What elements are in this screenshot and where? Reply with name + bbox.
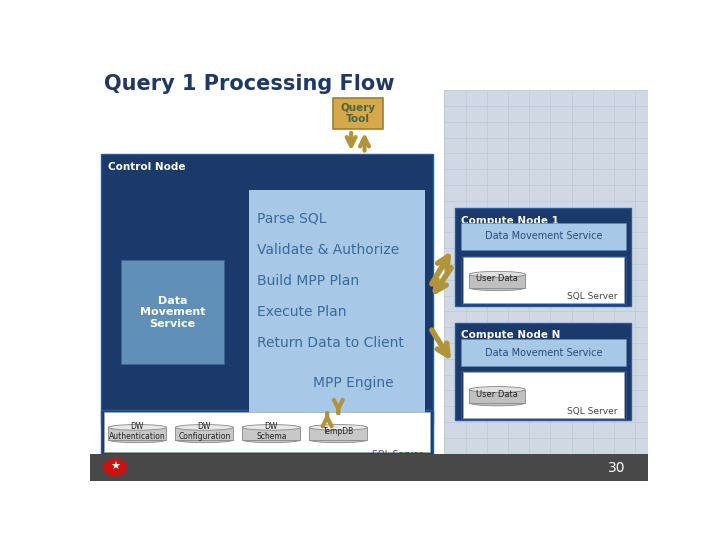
Text: Compute Node N: Compute Node N <box>461 330 560 340</box>
Ellipse shape <box>243 424 300 430</box>
FancyBboxPatch shape <box>461 339 626 366</box>
FancyBboxPatch shape <box>310 427 367 440</box>
FancyBboxPatch shape <box>469 274 526 288</box>
FancyBboxPatch shape <box>463 373 624 418</box>
FancyBboxPatch shape <box>463 258 624 302</box>
FancyBboxPatch shape <box>101 410 433 454</box>
Text: Validate & Authorize: Validate & Authorize <box>258 243 400 257</box>
Text: Execute Plan: Execute Plan <box>258 305 347 319</box>
FancyBboxPatch shape <box>243 427 300 440</box>
FancyBboxPatch shape <box>461 223 626 250</box>
FancyBboxPatch shape <box>109 427 166 440</box>
Text: User Data: User Data <box>477 390 518 399</box>
Ellipse shape <box>310 424 367 430</box>
Ellipse shape <box>176 437 233 443</box>
FancyBboxPatch shape <box>176 427 233 440</box>
FancyBboxPatch shape <box>121 260 224 364</box>
Ellipse shape <box>469 272 526 278</box>
Text: Build MPP Plan: Build MPP Plan <box>258 274 359 288</box>
Ellipse shape <box>469 285 526 291</box>
FancyBboxPatch shape <box>469 389 526 403</box>
FancyBboxPatch shape <box>461 371 626 419</box>
Text: Data Movement Service: Data Movement Service <box>485 231 602 241</box>
Text: Query
Tool: Query Tool <box>341 103 375 124</box>
Text: Parse SQL: Parse SQL <box>258 212 327 226</box>
Text: SQL Server: SQL Server <box>567 407 617 416</box>
Ellipse shape <box>176 424 233 430</box>
Text: Return Data to Client: Return Data to Client <box>258 336 404 350</box>
Text: 30: 30 <box>608 461 626 475</box>
FancyBboxPatch shape <box>333 98 383 129</box>
Text: DW
Configuration: DW Configuration <box>179 422 230 441</box>
FancyBboxPatch shape <box>456 322 631 420</box>
FancyBboxPatch shape <box>104 412 431 453</box>
Text: SQL Server: SQL Server <box>567 292 617 301</box>
Text: DW
Authentication: DW Authentication <box>109 422 166 441</box>
FancyBboxPatch shape <box>456 208 631 306</box>
Text: Control Node: Control Node <box>108 161 185 172</box>
Text: User Data: User Data <box>477 274 518 284</box>
FancyBboxPatch shape <box>461 256 626 304</box>
Text: Query 1 Processing Flow: Query 1 Processing Flow <box>104 73 395 93</box>
Ellipse shape <box>243 437 300 443</box>
Text: Data
Movement
Service: Data Movement Service <box>140 295 205 329</box>
Text: DW
Schema: DW Schema <box>256 422 287 441</box>
Ellipse shape <box>310 437 367 443</box>
Ellipse shape <box>469 387 526 393</box>
FancyBboxPatch shape <box>249 190 425 416</box>
Ellipse shape <box>109 424 166 430</box>
Text: Compute Node 1: Compute Node 1 <box>461 216 559 226</box>
Text: MPP Engine: MPP Engine <box>313 376 394 390</box>
Text: Data Movement Service: Data Movement Service <box>485 348 602 357</box>
Circle shape <box>104 459 126 476</box>
Ellipse shape <box>469 400 526 406</box>
Ellipse shape <box>109 437 166 443</box>
Text: ★: ★ <box>110 462 120 472</box>
FancyBboxPatch shape <box>101 154 433 424</box>
Text: TempDB: TempDB <box>323 427 354 436</box>
FancyBboxPatch shape <box>444 90 648 454</box>
Text: SQL Server: SQL Server <box>372 450 422 459</box>
FancyBboxPatch shape <box>90 454 648 481</box>
